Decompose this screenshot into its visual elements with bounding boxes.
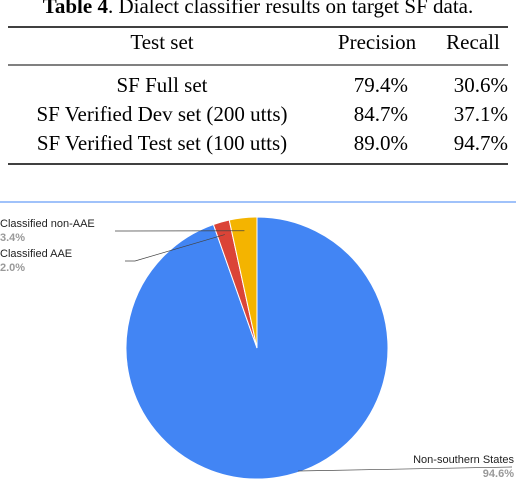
table-caption: Table 4. Dialect classifier results on t…	[43, 0, 473, 18]
slice-value-label: 3.4%	[0, 232, 25, 244]
cell: 30.6%	[454, 73, 508, 97]
header-cell: Recall	[446, 30, 500, 54]
cell: 89.0%	[354, 131, 408, 155]
header-cell: Precision	[338, 30, 417, 54]
cell: SF Full set	[116, 73, 207, 97]
cell: 84.7%	[354, 102, 408, 126]
cell: SF Verified Dev set (200 utts)	[36, 102, 287, 126]
cell: 37.1%	[454, 102, 508, 126]
slice-value-label: 2.0%	[0, 262, 25, 274]
pie-slice	[228, 216, 258, 349]
slice-label: Classified AAE	[0, 248, 72, 260]
header-cell: Test set	[130, 30, 193, 54]
caption-text: . Dialect classifier results on target S…	[108, 0, 473, 18]
leader-line	[298, 466, 513, 472]
slice-label: Classified non-AAE	[0, 218, 95, 230]
caption-label: Table 4	[43, 0, 109, 18]
slice-label: Non-southern States	[413, 454, 514, 466]
leader-line	[125, 234, 225, 262]
cell: 79.4%	[354, 73, 408, 97]
cell: 94.7%	[454, 131, 508, 155]
slice-value-label: 94.6%	[483, 468, 514, 480]
cell: SF Verified Test set (100 utts)	[37, 131, 287, 155]
pie-chart: Non-southern States 94.6% Classified AAE 2.…	[0, 216, 515, 480]
